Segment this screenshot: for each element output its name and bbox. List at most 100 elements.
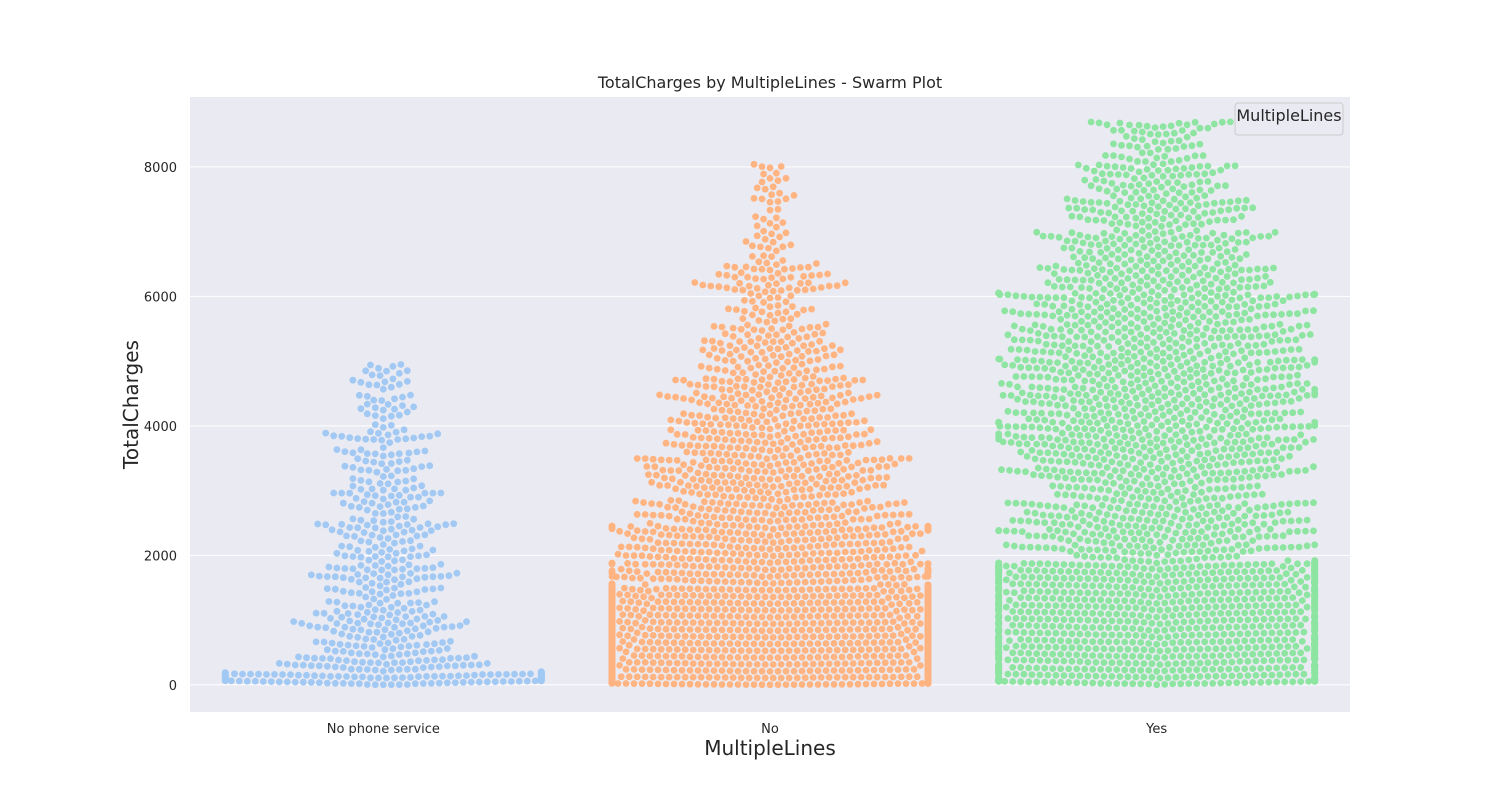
swarm-point: [1109, 659, 1116, 666]
swarm-point: [1277, 630, 1284, 637]
swarm-point: [680, 461, 687, 468]
swarm-point: [840, 375, 847, 382]
swarm-point: [695, 443, 702, 450]
swarm-point: [901, 594, 908, 601]
swarm-point: [722, 647, 729, 654]
swarm-point: [364, 410, 371, 417]
swarm-point: [298, 620, 305, 627]
swarm-point: [759, 627, 766, 634]
swarm-point: [1141, 632, 1148, 639]
swarm-point: [1125, 660, 1132, 667]
swarm-point: [834, 563, 841, 570]
swarm-point: [743, 474, 750, 481]
swarm-point: [810, 522, 817, 529]
swarm-point: [1041, 609, 1048, 616]
swarm-point: [855, 541, 862, 548]
swarm-point: [378, 549, 385, 556]
swarm-point: [903, 636, 910, 643]
swarm-point: [815, 557, 822, 564]
swarm-point: [359, 659, 366, 666]
swarm-point: [1137, 680, 1144, 687]
swarm-point: [647, 653, 654, 660]
swarm-point: [666, 547, 673, 554]
swarm-point: [719, 599, 726, 606]
swarm-point: [1237, 658, 1244, 665]
swarm-point: [420, 680, 427, 687]
swarm-point: [723, 263, 730, 270]
swarm-point: [1177, 680, 1184, 687]
swarm-point: [826, 647, 833, 654]
swarm-point: [752, 213, 759, 220]
swarm-point: [380, 681, 387, 688]
swarm-point: [875, 474, 882, 481]
swarm-point: [832, 427, 839, 434]
swarm-point: [799, 516, 806, 523]
swarm-point: [743, 460, 750, 467]
swarm-point: [406, 578, 413, 585]
swarm-point: [672, 377, 679, 384]
swarm-point: [1257, 623, 1264, 630]
swarm-point: [503, 671, 510, 678]
swarm-point: [380, 634, 387, 641]
swarm-point: [1149, 606, 1156, 613]
swarm-point: [751, 195, 758, 202]
swarm-point: [407, 658, 414, 665]
swarm-point: [337, 529, 344, 536]
swarm-point: [667, 497, 674, 504]
swarm-point: [815, 514, 822, 521]
swarm-point: [388, 653, 395, 660]
swarm-point: [364, 566, 371, 573]
swarm-point: [743, 654, 750, 661]
swarm-point: [655, 653, 662, 660]
swarm-point: [775, 302, 782, 309]
swarm-point: [895, 680, 902, 687]
swarm-point: [755, 317, 762, 324]
swarm-point: [364, 609, 371, 616]
swarm-point: [795, 410, 802, 417]
swarm-point: [1021, 657, 1028, 664]
swarm-point: [687, 466, 694, 473]
swarm-point: [1181, 674, 1188, 681]
swarm-point: [366, 381, 373, 388]
swarm-point: [380, 654, 387, 661]
swarm-point: [786, 370, 793, 377]
swarm-point: [818, 550, 825, 557]
swarm-point: [824, 428, 831, 435]
swarm-point: [858, 442, 865, 449]
swarm-point: [1265, 623, 1272, 630]
swarm-point: [1049, 595, 1056, 602]
swarm-point: [674, 516, 681, 523]
swarm-point: [802, 375, 809, 382]
swarm-point: [815, 654, 822, 661]
swarm-point: [719, 542, 726, 549]
swarm-point: [1165, 661, 1172, 668]
swarm-point: [839, 477, 846, 484]
swarm-point: [890, 618, 897, 625]
swarm-point: [722, 507, 729, 514]
swarm-point: [834, 633, 841, 640]
swarm-point: [634, 673, 641, 680]
swarm-point: [637, 587, 644, 594]
swarm-point: [752, 305, 759, 312]
swarm-point: [863, 639, 870, 646]
swarm-point: [727, 387, 734, 394]
swarm-point: [704, 491, 711, 498]
swarm-point: [879, 456, 886, 463]
swarm-point: [1045, 672, 1052, 679]
swarm-point: [1221, 603, 1228, 610]
swarm-point: [334, 565, 341, 572]
swarm-point: [1277, 616, 1284, 623]
swarm-point: [406, 643, 413, 650]
swarm-point: [816, 377, 823, 384]
swarm-point: [815, 356, 822, 363]
swarm-point: [1033, 679, 1040, 686]
swarm-point: [914, 655, 921, 662]
swarm-point: [835, 484, 842, 491]
swarm-point: [1113, 611, 1120, 618]
swarm-point: [647, 611, 654, 618]
swarm-point: [1257, 637, 1264, 644]
swarm-point: [816, 473, 823, 480]
swarm-point: [831, 613, 838, 620]
swarm-point: [698, 549, 705, 556]
swarm-point: [791, 384, 798, 391]
